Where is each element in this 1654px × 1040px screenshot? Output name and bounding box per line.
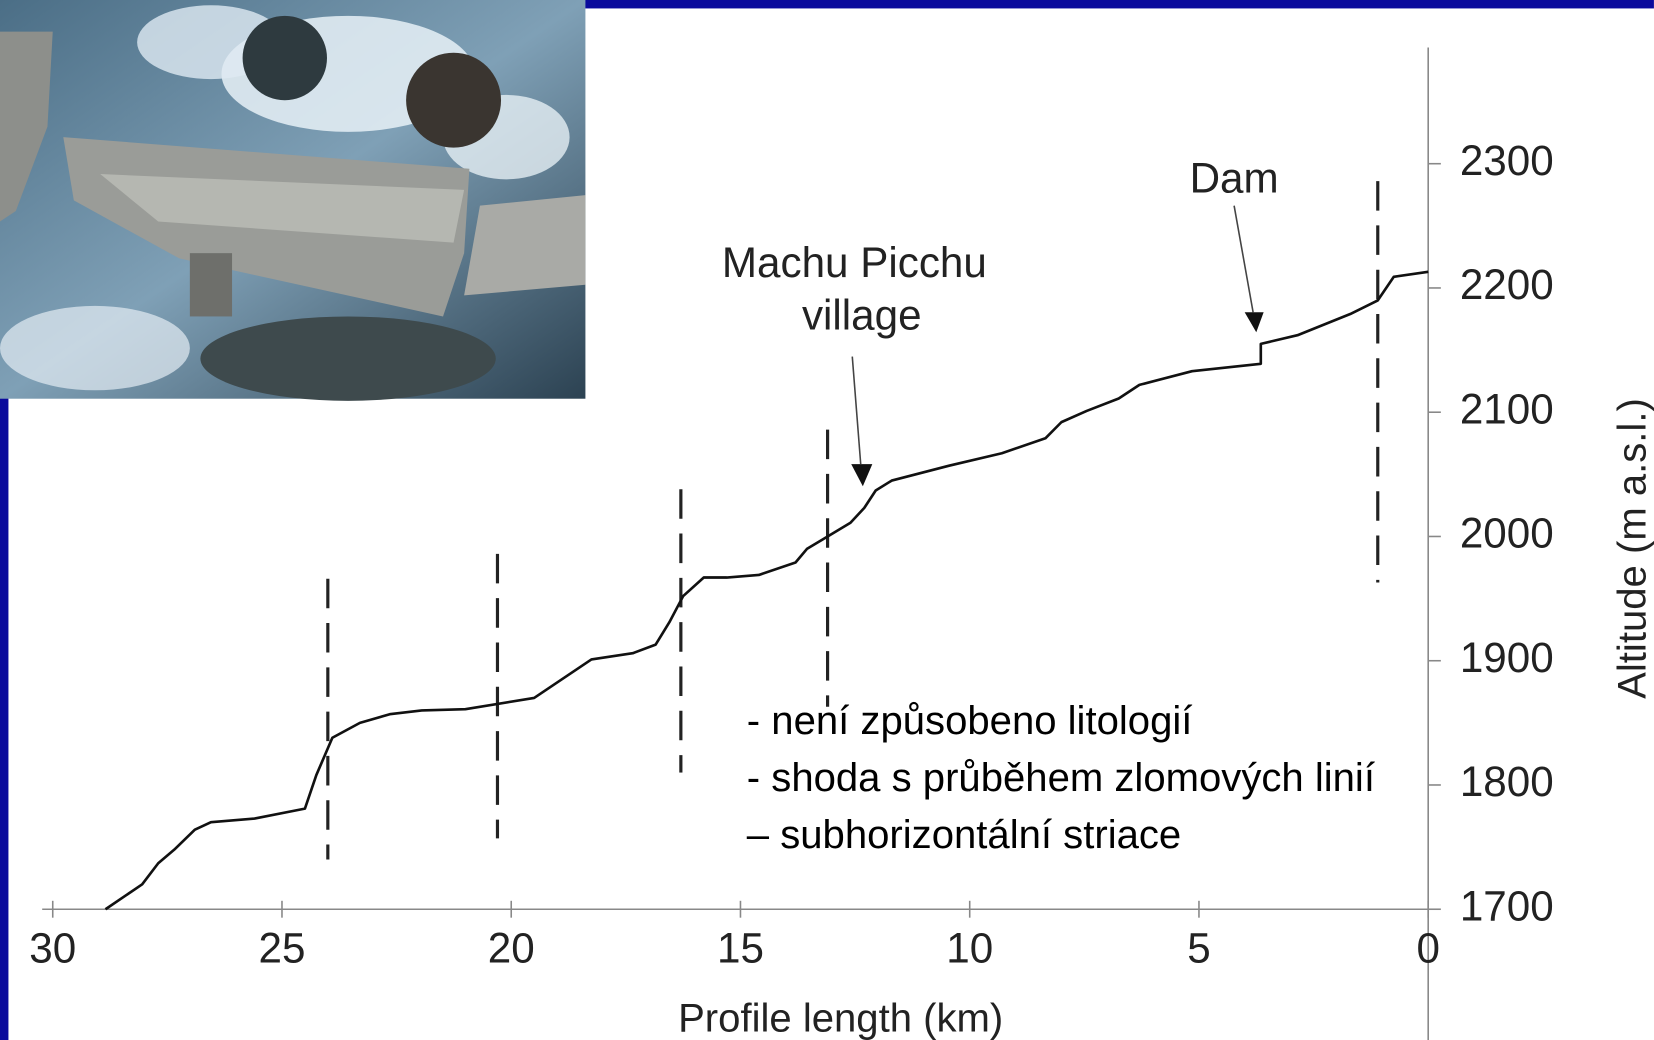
y-tick-label: 1700 (1460, 882, 1554, 929)
x-tick-label: 10 (946, 925, 993, 972)
annotation: Machu Picchu (722, 239, 987, 286)
profile-line (104, 270, 1429, 911)
y-tick-label: 1900 (1460, 634, 1554, 681)
y-tick-label: 2000 (1460, 510, 1554, 557)
x-tick-label: 25 (259, 925, 306, 972)
x-tick-label: 5 (1187, 925, 1210, 972)
y-tick-label: 2300 (1460, 137, 1554, 184)
note: - shoda s průběhem zlomových linií (747, 756, 1375, 800)
y-axis-title: Altitude (m a.s.l.) (1611, 398, 1654, 699)
y-tick-label: 2200 (1460, 261, 1554, 308)
annotation-arrow (851, 356, 862, 465)
arrow-head (1244, 312, 1264, 333)
left-bar (0, 0, 9, 1040)
chart: Profile length (km) Altitude (m a.s.l.) … (29, 47, 1654, 1040)
y-tick-label: 2100 (1460, 385, 1554, 432)
x-tick-label: 30 (29, 925, 76, 972)
arrow-head (851, 464, 873, 487)
x-tick-label: 15 (717, 925, 764, 972)
top-bar (0, 0, 1654, 9)
annotation-arrow (1233, 205, 1254, 313)
x-tick-label: 0 (1416, 925, 1439, 972)
y-tick-label: 1800 (1460, 758, 1554, 805)
x-axis-title: Profile length (km) (678, 997, 1003, 1040)
x-tick-label: 20 (488, 925, 535, 972)
note: – subhorizontální striace (747, 813, 1181, 857)
annotation: village (802, 292, 922, 339)
note: - není způsobeno litologií (747, 699, 1193, 743)
annotation: Dam (1190, 155, 1279, 202)
photo (0, 0, 586, 401)
